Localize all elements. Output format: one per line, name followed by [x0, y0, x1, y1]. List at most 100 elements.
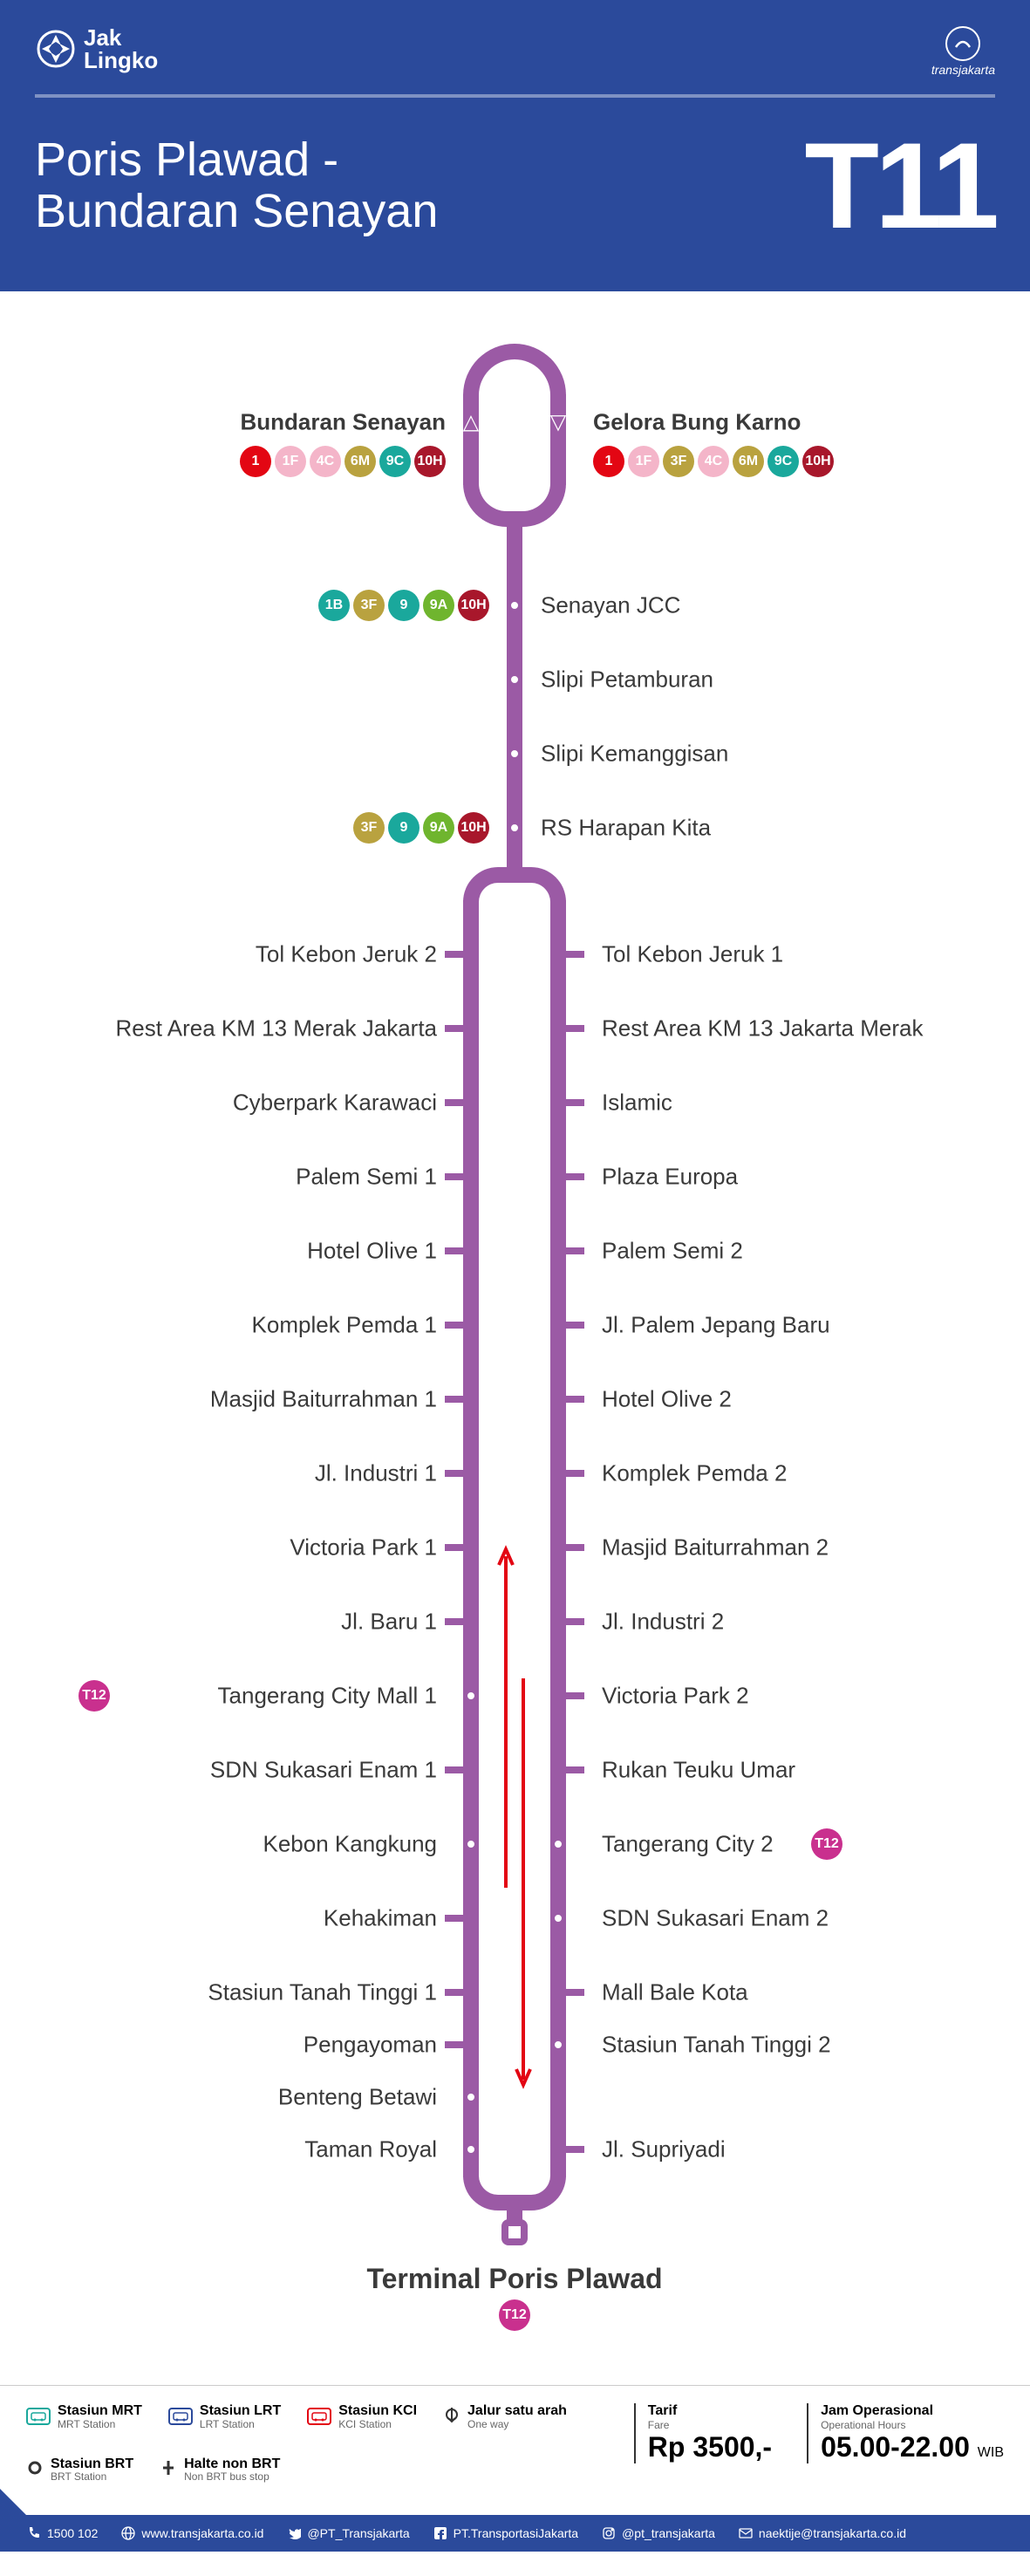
- station-label: Tangerang City Mall 1: [218, 1683, 437, 1710]
- legend-icon: [307, 2408, 331, 2425]
- station-label: Komplek Pemda 2: [602, 1460, 787, 1487]
- station-label: RS Harapan Kita: [541, 815, 711, 842]
- station-label: Mall Bale Kota: [602, 1979, 748, 2006]
- station-label: Masjid Baiturrahman 2: [602, 1534, 829, 1561]
- contact-item: www.transjakarta.co.id: [120, 2525, 263, 2541]
- station-tick: [445, 2041, 467, 2048]
- contact-item: @PT_Transjakarta: [286, 2525, 409, 2541]
- legend-icon: [160, 2459, 177, 2481]
- station-tick: [562, 1544, 584, 1551]
- line-loop-right: [550, 394, 566, 485]
- station-dot: [464, 2142, 478, 2156]
- station-label: Senayan JCC: [541, 592, 680, 619]
- station-dot: [551, 2038, 565, 2052]
- station-label: Masjid Baiturrahman 1: [210, 1386, 437, 1413]
- station-dot: [508, 598, 522, 612]
- route-badge: 9A: [423, 812, 454, 844]
- route-badge: 10H: [458, 812, 489, 844]
- line-loop-left: [463, 394, 479, 485]
- instagram-icon: [601, 2525, 617, 2541]
- station-label: Victoria Park 1: [290, 1534, 437, 1561]
- station-label: Komplek Pemda 1: [252, 1312, 437, 1339]
- contact-item: naektije@transjakarta.co.id: [738, 2525, 906, 2541]
- station-badges: T12: [811, 1828, 842, 1860]
- station-tick: [562, 1692, 584, 1699]
- logo2-text: transjakarta: [931, 63, 995, 77]
- station-tick: [562, 1025, 584, 1032]
- legend-row: Stasiun MRTMRT Station Stasiun LRTLRT Sta…: [26, 2403, 599, 2484]
- station-tick: [445, 1396, 467, 1403]
- station-label: SDN Sukasari Enam 1: [210, 1757, 437, 1784]
- badges-bundaran: 11F4C6M9C10H: [240, 446, 446, 477]
- station-label: Victoria Park 2: [602, 1683, 749, 1710]
- route-badge: T12: [499, 2299, 530, 2331]
- station-tick: [445, 1470, 467, 1477]
- hours-block: Jam Operasional Operational Hours 05.00-…: [807, 2403, 1004, 2463]
- station-label: Kehakiman: [324, 1905, 437, 1932]
- station-tick: [562, 1322, 584, 1329]
- route-badge: 4C: [698, 446, 729, 477]
- legend-text: Stasiun MRTMRT Station: [58, 2403, 142, 2430]
- contact-text: www.transjakarta.co.id: [141, 2526, 263, 2540]
- station-label: Jl. Industri 2: [602, 1609, 724, 1636]
- legend-item: Stasiun BRTBRT Station: [26, 2456, 133, 2484]
- contact-text: naektije@transjakarta.co.id: [759, 2526, 906, 2540]
- station-label: Plaza Europa: [602, 1164, 738, 1191]
- station-label: Slipi Kemanggisan: [541, 741, 728, 768]
- legend-text: Halte non BRTNon BRT bus stop: [184, 2456, 280, 2484]
- route-code: T11: [804, 115, 995, 256]
- legend-item: Halte non BRTNon BRT bus stop: [160, 2456, 280, 2484]
- station-dot: [464, 2090, 478, 2104]
- line-left-branch: [463, 900, 479, 2177]
- station-label: Cyberpark Karawaci: [233, 1090, 437, 1117]
- tj-icon: [945, 26, 980, 61]
- station-dot: [464, 1837, 478, 1851]
- legend-icon: [168, 2408, 193, 2425]
- route-map: △ ▽ Bundaran Senayan 11F4C6M9C10H Gelora…: [0, 291, 1030, 2385]
- legend-icon: [26, 2459, 44, 2481]
- station-badges: 3F99A10H: [353, 812, 489, 844]
- station-tick: [562, 2146, 584, 2153]
- station-label: Pengayoman: [304, 2032, 437, 2059]
- station-tick: [562, 1396, 584, 1403]
- route-badge: 1B: [318, 590, 350, 621]
- dir-down-icon: ▽: [550, 410, 566, 435]
- legend-text: Stasiun LRTLRT Station: [200, 2403, 281, 2430]
- route-badge: 10H: [458, 590, 489, 621]
- station-label: Stasiun Tanah Tinggi 2: [602, 2032, 831, 2059]
- contact-item: PT.TransportasiJakarta: [433, 2525, 578, 2541]
- station-dot: [508, 747, 522, 761]
- twitter-icon: [286, 2525, 302, 2541]
- station-label: Jl. Baru 1: [341, 1609, 437, 1636]
- station-badges: T12: [78, 1680, 110, 1712]
- legend-item: Stasiun MRTMRT Station: [26, 2403, 142, 2430]
- station-dot: [508, 673, 522, 687]
- station-label: Jl. Palem Jepang Baru: [602, 1312, 830, 1339]
- legend-item: Jalur satu arahOne way: [443, 2403, 567, 2430]
- station-label: Rest Area KM 13 Merak Jakarta: [116, 1015, 437, 1042]
- station-label: Stasiun Tanah Tinggi 1: [208, 1979, 437, 2006]
- legend-icon: [26, 2408, 51, 2425]
- badges-gelora: 11F3F4C6M9C10H: [593, 446, 834, 477]
- station-tick: [562, 1247, 584, 1254]
- contact-bar: 1500 102www.transjakarta.co.id@PT_Transj…: [0, 2515, 1030, 2552]
- logo1-line1: Jak: [84, 26, 158, 49]
- station-dot: [551, 1837, 565, 1851]
- legend-item: Stasiun KCIKCI Station: [307, 2403, 417, 2430]
- station-label: Palem Semi 1: [296, 1164, 437, 1191]
- contact-text: PT.TransportasiJakarta: [454, 2526, 578, 2540]
- station-tick: [562, 1766, 584, 1773]
- station-label: Slipi Petamburan: [541, 666, 713, 694]
- route-name: Poris Plawad - Bundaran Senayan: [35, 134, 438, 238]
- station-tick: [445, 1025, 467, 1032]
- station-label: Tangerang City 2: [602, 1831, 774, 1858]
- route-title-row: Poris Plawad - Bundaran Senayan T11: [35, 94, 995, 256]
- station-tick: [445, 1099, 467, 1106]
- station-tick: [562, 1989, 584, 1996]
- station-tick: [445, 1322, 467, 1329]
- logo-row: Jak Lingko transjakarta: [35, 26, 995, 77]
- facebook-icon: [433, 2525, 448, 2541]
- station-label: Tol Kebon Jeruk 2: [256, 941, 437, 968]
- route-badge: 10H: [802, 446, 834, 477]
- transjakarta-logo: transjakarta: [931, 26, 995, 77]
